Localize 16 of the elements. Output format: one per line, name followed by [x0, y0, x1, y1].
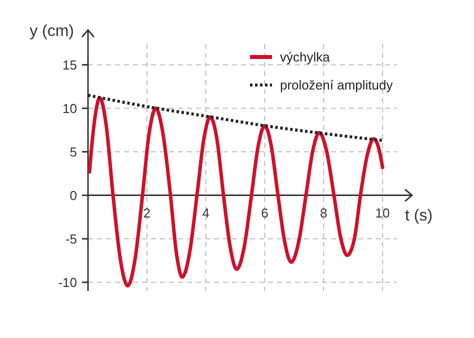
legend-label: proložení amplitudy	[280, 78, 394, 93]
y-tick-label: 10	[62, 100, 77, 116]
x-tick-label: 8	[320, 205, 328, 220]
y-tick-label: -5	[65, 231, 77, 246]
y-tick-label: -10	[58, 274, 77, 290]
x-tick-label: 10	[375, 205, 390, 220]
x-tick-label: 6	[261, 205, 268, 220]
x-axis-title: t (s)	[405, 207, 433, 224]
y-tick-label: 0	[70, 188, 77, 203]
y-tick-label: 15	[62, 57, 77, 72]
x-tick-label: 2	[143, 205, 151, 220]
legend-label: výchylka	[280, 50, 331, 65]
line-series	[86, 94, 384, 142]
y-axis-title: y (cm)	[30, 23, 74, 40]
x-tick-label: 4	[202, 205, 210, 220]
y-tick-label: 5	[70, 144, 77, 160]
